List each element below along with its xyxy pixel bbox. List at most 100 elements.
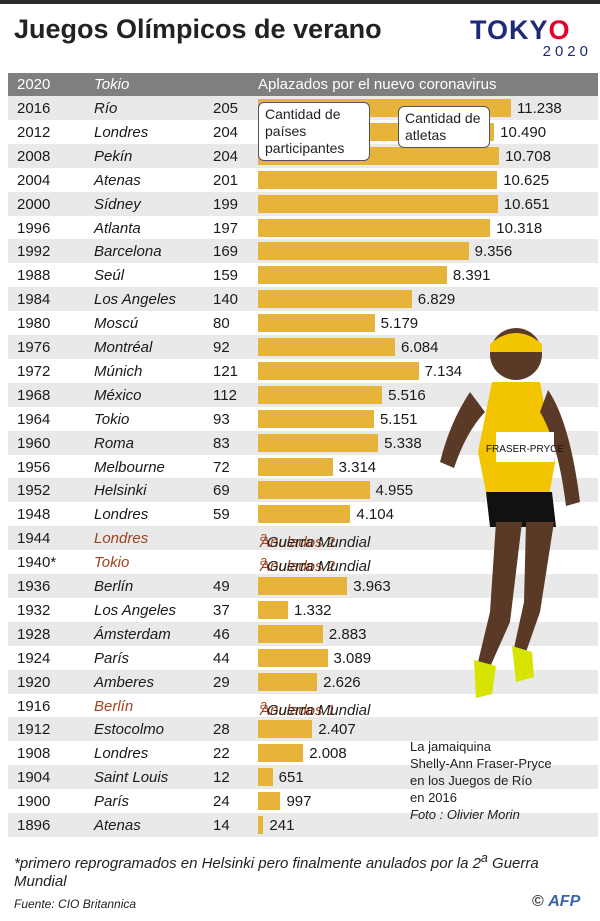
table-row: 1896 Atenas 14 241 (8, 813, 598, 837)
row-nations: 159 (213, 267, 239, 285)
athletes-bar (258, 290, 412, 309)
athletes-bar (258, 242, 469, 261)
athletes-value-label: 6.829 (417, 291, 456, 309)
athletes-value-label: 7.134 (424, 362, 463, 380)
athletes-value-label: 2.883 (328, 625, 367, 643)
row-nations: 204 (213, 147, 239, 165)
table-row: 1948 Londres 59 4.104 (8, 502, 598, 526)
row-city: Barcelona (94, 243, 162, 261)
top-rule (0, 0, 600, 4)
row-year: 1912 (17, 721, 51, 739)
athletes-value-label: 5.338 (384, 434, 422, 452)
row-year: 1972 (17, 362, 51, 380)
row-city: Berlín (94, 697, 134, 715)
row-city: Tokio (94, 554, 130, 572)
row-year: 1988 (17, 267, 51, 285)
photo-caption: La jamaiquina Shelly-Ann Fraser-Pryce en… (410, 738, 552, 823)
athletes-value-label: 651 (278, 769, 304, 787)
row-nations: 93 (213, 410, 230, 428)
athletes-value-label: 6.084 (400, 339, 439, 356)
row-year: 1916 (17, 697, 51, 715)
athletes-value-label: 2.407 (318, 721, 356, 739)
table-row: 1988 Seúl 159 8.391 (8, 263, 598, 287)
logo-o: O (548, 15, 571, 45)
cancelled-label: Anulados 2 (260, 558, 336, 576)
athletes-value-label: 3.963 (353, 578, 391, 595)
athletes-value-label: 10.625 (503, 171, 550, 189)
row-city: Los Angeles (94, 601, 177, 619)
photo-credit: Foto : Olivier Morin (410, 807, 520, 822)
bib-text: FRASER-PRYCE (486, 444, 564, 455)
athletes-bar (258, 672, 318, 691)
row-nations: 112 (213, 386, 237, 404)
page-title: Juegos Olímpicos de verano (14, 14, 382, 44)
athletes-value-label: 3.089 (333, 649, 372, 667)
table-row: 1984 Los Angeles 140 6.829 (8, 287, 598, 312)
athletes-bar (258, 194, 498, 213)
table-row: 1900 París 24 997 (8, 789, 598, 813)
athletes-bar (258, 648, 328, 667)
row-nations: 201 (213, 171, 239, 189)
athletes-bar (258, 314, 375, 333)
row-nations: 24 (213, 793, 230, 811)
athletes-value-label: 3.314 (338, 458, 377, 476)
table-row: 1992 Barcelona 169 9.356 (8, 239, 598, 264)
athletes-bar (258, 218, 491, 237)
cancelled-sup: a (260, 530, 267, 545)
cancelled-suffix: Guerra Mundial (266, 534, 371, 552)
row-nations: 72 (213, 458, 230, 476)
row-year: 1960 (17, 434, 51, 452)
row-nations: 44 (213, 649, 230, 667)
athletes-bar (258, 457, 333, 476)
row-city: Londres (94, 506, 149, 524)
row-year: 1996 (17, 219, 51, 237)
row-city: París (94, 649, 130, 667)
caption-line: Shelly-Ann Fraser-Pryce (410, 756, 552, 771)
caption-line: en los Juegos de Río (410, 773, 533, 788)
row-year: 1944 (17, 530, 51, 548)
row-city: Estocolmo (94, 721, 165, 739)
row-nations: 59 (213, 506, 230, 524)
row-city: Atenas (94, 171, 141, 189)
row-city: Amberes (94, 673, 155, 691)
afp-brand: AFP (548, 893, 581, 910)
athletes-value-label: 8.391 (452, 267, 491, 285)
table-row: 1920 Amberes 29 2.626 (8, 669, 598, 694)
row-city: Saint Louis (94, 769, 169, 787)
cancelled-sup: a (260, 697, 267, 712)
athletes-bar (258, 792, 281, 811)
row-nations: 14 (213, 817, 230, 834)
table-row: 1980 Moscú 80 5.179 (8, 311, 598, 335)
row-city: Río (94, 100, 118, 117)
athletes-bar (258, 266, 447, 285)
athletes-value-label: 4.955 (375, 482, 414, 500)
tokyo-2020-logo: TOKYO 2020 (470, 16, 592, 64)
row-nations: 22 (213, 745, 230, 763)
row-city: México (94, 386, 142, 404)
row-year: 1952 (17, 482, 51, 500)
athletes-value-label: 10.490 (500, 123, 547, 141)
row-year: 1940* (17, 554, 57, 572)
row-nations: 12 (213, 769, 230, 787)
athletes-bar (258, 505, 351, 524)
row-nations: 140 (213, 291, 239, 309)
callout-athletes: Cantidad de atletas (398, 106, 490, 148)
table-row: 2004 Atenas 201 10.625 (8, 168, 598, 192)
athletes-value-label: 10.651 (503, 195, 550, 213)
row-year: 1908 (17, 745, 51, 763)
row-city: Sídney (94, 195, 141, 213)
row-nations: 205 (213, 100, 239, 117)
table-row: 1972 Múnich 121 7.134 (8, 359, 598, 383)
table-row: 1964 Tokio 93 5.151 (8, 407, 598, 431)
athlete-photo: FRASER-PRYCE (440, 328, 580, 698)
table-row: 1908 Londres 22 2.008 (8, 741, 598, 765)
row-city: Londres (94, 530, 149, 548)
athletes-value-label: 10.708 (505, 147, 551, 165)
row-city: Los Angeles (94, 291, 177, 309)
table-row: 1956 Melbourne 72 3.314 (8, 455, 598, 479)
header-year: 2020 (17, 76, 51, 93)
athletes-bar (258, 816, 264, 834)
caption-line: en 2016 (410, 790, 457, 805)
callout-countries: Cantidad de países participantes (258, 102, 370, 161)
